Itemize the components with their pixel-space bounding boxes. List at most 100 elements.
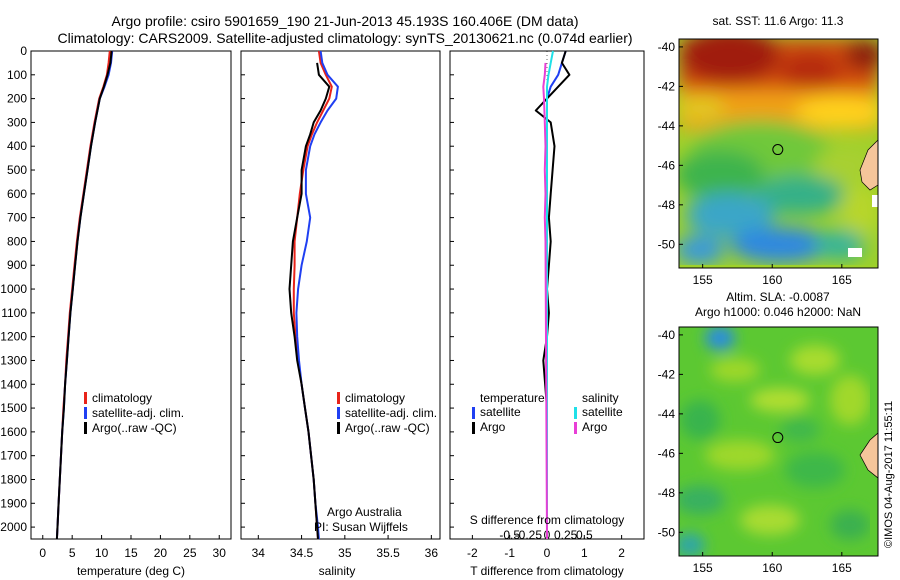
x-tick-label: 36 — [425, 546, 439, 560]
depth-tick-label: 600 — [7, 187, 27, 201]
s-diff-tick-label: 0.25 — [554, 528, 578, 542]
s-diff-tick-label: -0.5 — [499, 528, 520, 542]
sla-map-title: Altim. SLA: -0.0087 — [726, 290, 830, 304]
depth-tick-labels: 0 100 200 300 400 500 600 700 800 900 1000 1100 1200… — [0, 44, 454, 534]
temperature-tick-labels: 0 5 10 15 20 25 30 — [39, 535, 226, 560]
depth-tick-label: 400 — [7, 139, 27, 153]
s-difference-axis-label: S difference from climatology — [470, 513, 625, 527]
lat-tick-label: -50 — [658, 525, 676, 539]
profile-location-marker — [772, 144, 784, 156]
series-line-argo — [534, 50, 571, 539]
legend-swatch-t-satellite — [472, 407, 475, 419]
salinity-legend: climatology satellite-adj. clim. Argo(..… — [337, 391, 437, 435]
salinity-axis-label: salinity — [319, 564, 356, 578]
sla-map-panel: Altim. SLA: -0.0087 Argo h1000: 0.046 h2… — [658, 290, 879, 575]
x-tick-label: 20 — [154, 546, 168, 560]
depth-tick-label: 300 — [7, 115, 27, 129]
figure-title-line1: Argo profile: csiro 5901659_190 21-Jun-2… — [112, 13, 579, 29]
depth-tick-label: 800 — [7, 234, 27, 248]
x-tick-label: 35 — [338, 546, 352, 560]
salinity-difference-legend: salinity satellite Argo — [574, 391, 623, 434]
lon-tick-label: 155 — [693, 273, 713, 287]
legend-swatch-satellite — [337, 407, 340, 419]
lat-tick-label: -42 — [658, 79, 676, 93]
temperature-series — [55, 50, 114, 540]
sla-map-subtitle: Argo h1000: 0.046 h2000: NaN — [695, 305, 861, 319]
legend-label-satellite: satellite-adj. clim. — [92, 406, 184, 420]
t-difference-axis-label: T difference from climatology — [470, 564, 624, 578]
legend-swatch-satellite — [84, 407, 87, 419]
depth-tick-label: 1900 — [0, 496, 27, 510]
depth-tick-label: 0 — [20, 44, 27, 58]
legend-swatch-argo — [337, 422, 340, 434]
depth-tick-label: 1200 — [0, 330, 27, 344]
salinity-panel: 34 34.5 35 35.5 36 salinity climatology sate… — [240, 50, 441, 578]
sst-map-image — [679, 39, 878, 268]
x-tick-label: 0 — [39, 546, 46, 560]
depth-tick-label: 700 — [7, 211, 27, 225]
x-tick-label: 10 — [95, 546, 109, 560]
lat-tick-label: -46 — [658, 446, 676, 460]
temperature-legend: climatology satellite-adj. clim. Argo(..… — [84, 391, 184, 435]
lat-tick-label: -48 — [658, 198, 676, 212]
series-line-satellite — [546, 50, 567, 539]
x-tick-label: 0 — [544, 546, 551, 560]
depth-tick-label: 1800 — [0, 472, 27, 486]
sla-map-ticks: 155 160 165 -40 -42 -44 -46 -48 -50 — [658, 328, 852, 575]
series-line-salinity-argo — [542, 62, 548, 540]
x-tick-label: 5 — [69, 546, 76, 560]
legend-swatch-argo — [84, 422, 87, 434]
lon-tick-label: 165 — [832, 561, 852, 575]
x-tick-label: -1 — [504, 546, 515, 560]
legend-swatch-climatology — [84, 392, 87, 404]
depth-tick-label: 200 — [7, 92, 27, 106]
sst-map-title: sat. SST: 11.6 Argo: 11.3 — [713, 14, 844, 28]
temperature-panel: 0100200300400500600700800900100011001200… — [0, 44, 454, 578]
sla-map-image — [679, 327, 878, 556]
depth-tick-label: 1300 — [0, 353, 27, 367]
sla-map-frame — [678, 326, 879, 557]
x-tick-label: -2 — [467, 546, 478, 560]
depth-tick-label: 1500 — [0, 401, 27, 415]
lat-tick-label: -46 — [658, 158, 676, 172]
pi-annotation: PI: Susan Wijffels — [314, 520, 408, 534]
lat-tick-label: -42 — [658, 367, 676, 381]
imos-timestamp: ©IMOS 04-Aug-2017 11:55:11 — [883, 401, 895, 548]
salinity-axes-frame — [240, 50, 441, 540]
depth-tick-label: 1000 — [0, 282, 27, 296]
x-tick-label: 35.5 — [376, 546, 400, 560]
depth-tick-label: 1400 — [0, 377, 27, 391]
legend-label-climatology: climatology — [345, 391, 405, 405]
x-tick-label: 34 — [252, 546, 266, 560]
legend-label-s-satellite: satellite — [582, 405, 623, 419]
profile-location-marker — [772, 432, 784, 444]
lat-tick-label: -48 — [658, 486, 676, 500]
series-line-climatology — [55, 50, 111, 540]
depth-tick-label: 100 — [7, 68, 27, 82]
legend-heading-temperature: temperature — [480, 391, 545, 405]
x-tick-label: 1 — [581, 546, 588, 560]
lat-tick-label: -44 — [658, 407, 676, 421]
legend-heading-salinity: salinity — [582, 391, 619, 405]
legend-label-climatology: climatology — [92, 391, 152, 405]
lat-tick-label: -40 — [658, 328, 676, 342]
salinity-series — [288, 50, 339, 540]
lon-tick-label: 165 — [832, 273, 852, 287]
legend-label-argo: Argo(..raw -QC) — [92, 421, 177, 435]
series-line-argo-raw-qc- — [288, 62, 331, 540]
temperature-axis-label: temperature (deg C) — [77, 564, 185, 578]
s-diff-tick-label: -0.25 — [515, 528, 543, 542]
lon-tick-label: 160 — [762, 273, 782, 287]
sst-map-panel: sat. SST: 11.6 Argo: 11.3 — [658, 14, 879, 287]
lat-tick-label: -50 — [658, 237, 676, 251]
depth-tick-label: 500 — [7, 163, 27, 177]
legend-swatch-t-argo — [472, 422, 475, 434]
argo-australia-annotation: Argo Australia — [327, 505, 402, 519]
series-line-argo-raw-qc- — [55, 50, 113, 540]
depth-tick-label: 1600 — [0, 425, 27, 439]
sst-map-ticks: 155 160 165 -40 -42 -44 -46 -48 -50 — [658, 40, 852, 287]
figure-title-line2: Climatology: CARS2009. Satellite-adjuste… — [57, 30, 632, 46]
x-tick-label: 25 — [183, 546, 197, 560]
legend-swatch-s-argo — [574, 422, 577, 434]
